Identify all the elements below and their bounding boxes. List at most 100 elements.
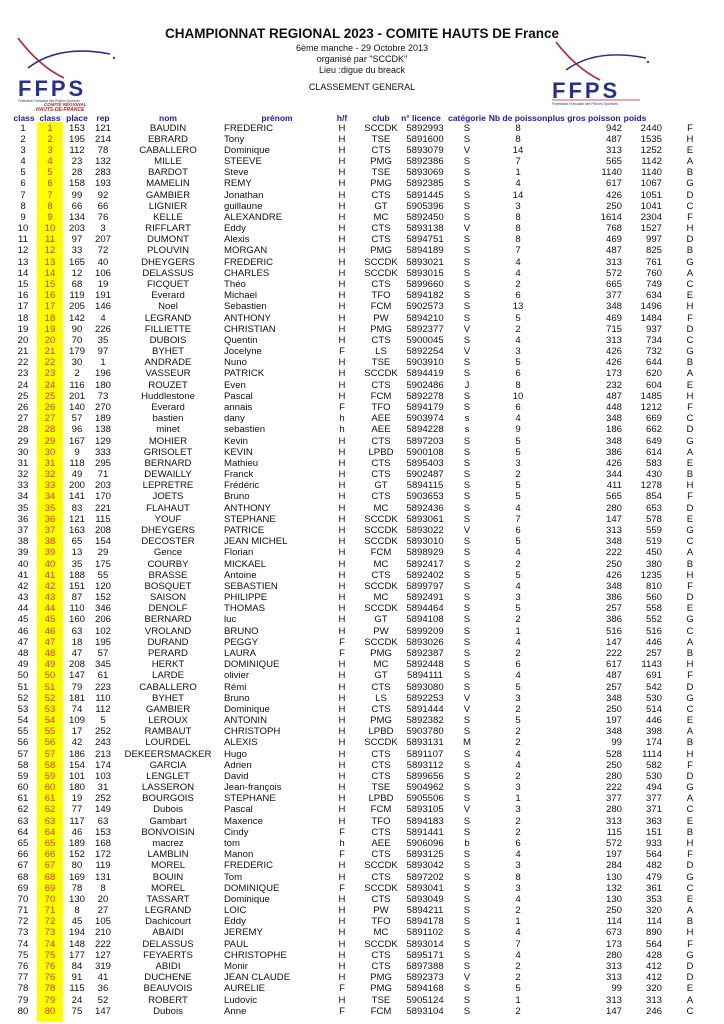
- cell-class-rank: 37: [44, 524, 56, 536]
- cell-hf: H: [338, 524, 346, 536]
- cell-poids: 1527: [640, 223, 662, 235]
- cell-hf: H: [338, 189, 346, 201]
- cell-licence: 5893026: [406, 636, 444, 648]
- cell-hf: h: [339, 838, 345, 850]
- cell-place: 140: [68, 402, 85, 413]
- cell-place: 181: [68, 692, 85, 704]
- cell-licence: 5903910: [406, 357, 444, 369]
- cell-place: 118: [69, 457, 85, 469]
- cell-nom: FEYAERTS: [143, 949, 193, 961]
- cell-hf: H: [338, 156, 346, 168]
- cell-prenom: Maxence: [224, 815, 263, 827]
- cell-poids: 371: [645, 804, 662, 816]
- cell-class-rank: 20: [44, 334, 56, 346]
- cell-licence: 5893104: [406, 1005, 444, 1017]
- cell-club: MC: [373, 659, 389, 671]
- cell-class: 38: [17, 536, 29, 548]
- cell-poids: 450: [645, 547, 662, 559]
- cell-rep: 29: [97, 547, 109, 559]
- cell-categorie: S: [463, 860, 471, 872]
- cell-class-rank: 6: [47, 178, 53, 190]
- cell-place: 99: [71, 189, 83, 201]
- cell-categorie: S: [463, 211, 471, 223]
- cell-licence: 5891102: [406, 927, 444, 939]
- cell-poids: 361: [645, 882, 662, 894]
- cell-class-rank: 64: [44, 826, 56, 838]
- cell-rep: 61: [97, 670, 109, 682]
- cell-poids: 530: [645, 770, 662, 782]
- cell-class: 3: [20, 144, 26, 156]
- cell-nb-poisson: 5: [515, 603, 521, 615]
- cell-class-rank: 3: [47, 144, 53, 156]
- cell-licence: 5899656: [406, 770, 444, 782]
- table-row: 59 59 101 103 LENGLET David H CTS 5899656 S 2 280 53…: [0, 771, 724, 782]
- cell-club: CTS: [371, 681, 391, 693]
- cell-nb-poisson: 8: [515, 379, 521, 391]
- cell-nb-poisson: 2: [515, 905, 521, 917]
- cell-prenom: Jonathan: [224, 189, 264, 201]
- cell-hf: H: [338, 715, 346, 727]
- cell-plus-gros-poisson: 348: [605, 413, 622, 425]
- cell-poids: 1212: [640, 402, 662, 413]
- cell-licence: 5904962: [406, 782, 444, 794]
- cell-class-rank: 33: [44, 480, 56, 492]
- cell-group: D: [686, 502, 694, 514]
- cell-club: CTS: [371, 189, 391, 201]
- cell-place: 112: [69, 144, 85, 156]
- cell-hf: H: [338, 927, 346, 939]
- cell-rep: 222: [94, 938, 111, 950]
- cell-group: B: [686, 469, 694, 481]
- cell-group: G: [686, 871, 694, 883]
- cell-hf: H: [338, 547, 346, 559]
- cell-licence: 5893069: [406, 167, 444, 179]
- cell-plus-gros-poisson: 1140: [601, 167, 622, 179]
- cell-categorie: S: [463, 882, 471, 894]
- cell-licence: 5894228: [406, 424, 444, 436]
- cell-group: G: [686, 435, 694, 447]
- cell-nb-poisson: 9: [515, 424, 521, 436]
- cell-categorie: S: [463, 234, 471, 246]
- cell-club: MC: [373, 211, 389, 223]
- cell-prenom: Cindy: [224, 826, 249, 838]
- cell-class: 29: [17, 435, 29, 447]
- cell-nom: ROUZET: [148, 379, 188, 391]
- cell-poids: 559: [645, 524, 662, 536]
- table-row: 10 10 203 3 RIFFLART Eddy H CTS 5893138 V 8 768 1527…: [0, 223, 724, 234]
- cell-nom: LIGNIER: [148, 200, 188, 212]
- table-row: 15 15 68 19 FICQUET Théo H CTS 5899660 S 2 665 749 C: [0, 279, 724, 290]
- cell-group: A: [686, 156, 694, 168]
- cell-licence: 5892448: [406, 659, 444, 671]
- cell-categorie: S: [463, 592, 471, 604]
- cell-plus-gros-poisson: 250: [605, 200, 622, 212]
- cell-class: 17: [17, 301, 29, 313]
- cell-nb-poisson: 3: [515, 860, 521, 872]
- cell-place: 63: [71, 625, 83, 637]
- cell-nb-poisson: 3: [515, 457, 521, 469]
- cell-club: FCM: [370, 390, 392, 402]
- cell-rep: 346: [94, 603, 111, 615]
- cell-nb-poisson: 6: [515, 838, 521, 850]
- cell-plus-gros-poisson: 313: [605, 334, 622, 346]
- cell-plus-gros-poisson: 768: [605, 223, 622, 235]
- cell-class-rank: 30: [44, 446, 56, 458]
- cell-licence: 5892254: [406, 346, 444, 358]
- cell-prenom: Bruno: [224, 491, 250, 503]
- cell-prenom: Antoine: [224, 569, 257, 581]
- cell-poids: 412: [645, 961, 662, 972]
- cell-class-rank: 12: [44, 245, 56, 257]
- cell-plus-gros-poisson: 147: [605, 636, 622, 648]
- cell-licence: 5891600: [406, 133, 444, 145]
- cell-place: 147: [68, 670, 85, 682]
- cell-nom: FLAHAUT: [146, 502, 190, 514]
- cell-nb-poisson: 6: [515, 290, 521, 302]
- cell-poids: 604: [645, 379, 662, 391]
- cell-class: 53: [17, 703, 29, 715]
- cell-nb-poisson: 1: [515, 994, 521, 1006]
- cell-poids: 1041: [640, 200, 662, 212]
- svg-text:Fédération Française des Pêche: Fédération Française des Pêches Sportive…: [552, 102, 618, 106]
- cell-poids: 1143: [641, 659, 662, 671]
- header-club: club: [372, 113, 390, 123]
- cell-prenom: Mathieu: [224, 457, 259, 469]
- cell-club: SCCDK: [364, 636, 398, 648]
- cell-group: H: [686, 480, 694, 492]
